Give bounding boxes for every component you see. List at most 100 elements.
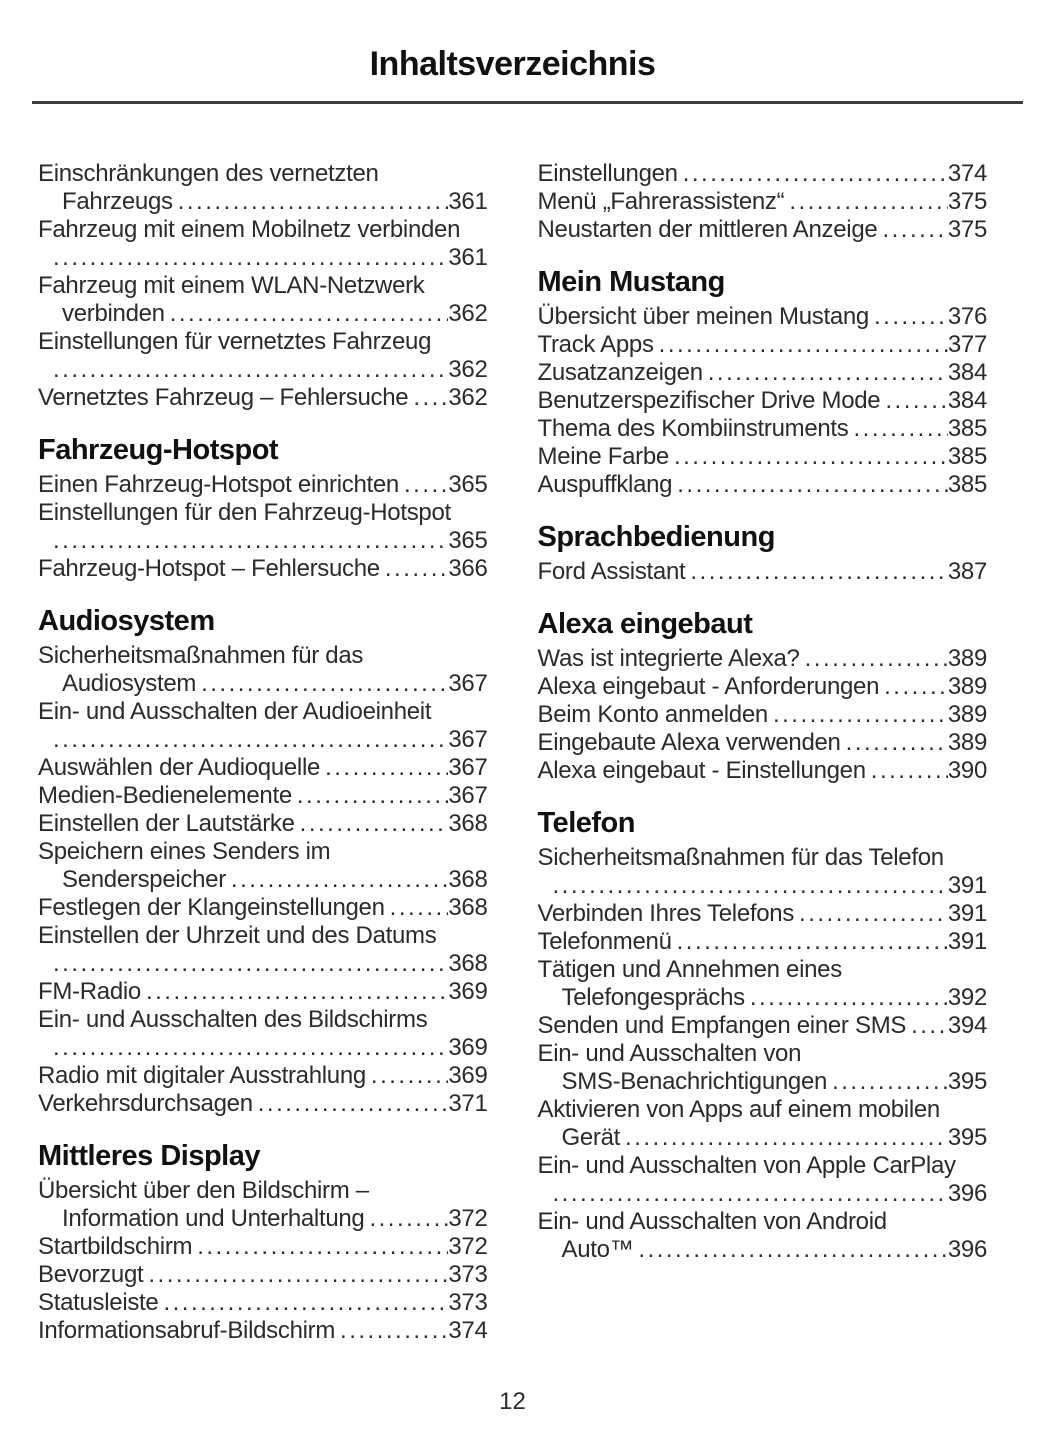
toc-entry-title: Bevorzugt	[38, 1261, 144, 1288]
toc-entry-title: Einstellungen für vernetztes Fahrzeug	[38, 328, 432, 355]
section-heading: Audiosystem	[38, 605, 215, 637]
toc-entry-title: Senderspeicher	[62, 866, 226, 893]
section-heading: Mein Mustang	[537, 266, 726, 298]
toc-entry: Beim Konto anmelden 389	[538, 701, 988, 729]
toc-entry: Verbinden Ihres Telefons 391	[538, 900, 988, 928]
toc-page-number: 367	[448, 670, 488, 697]
toc-page-number: 389	[947, 729, 987, 756]
toc-page-number: 385	[947, 443, 987, 470]
toc-entry-title: Ein- und Ausschalten des Bildschirms	[38, 1006, 428, 1033]
toc-entry-line: Thema des Kombiinstruments 385	[538, 415, 988, 443]
toc-entry: Medien-Bedienelemente 367	[38, 782, 488, 810]
toc-entry-line: 365	[38, 527, 488, 555]
toc-entry-title: Gerät	[561, 1124, 621, 1151]
toc-entry-title: Menü „Fahrerassistenz“	[537, 188, 785, 215]
toc-entry-line: 362	[38, 356, 488, 384]
toc-entry-title: Verbinden Ihres Telefons	[537, 900, 795, 927]
toc-entry-title: Übersicht über meinen Mustang	[537, 303, 870, 330]
toc-entry: Was ist integrierte Alexa? 389	[538, 645, 988, 673]
toc-entry-line: Ein- und Ausschalten von Android	[538, 1208, 988, 1236]
toc-page-number: 367	[448, 726, 488, 753]
toc-entry-title: Übersicht über den Bildschirm –	[38, 1177, 369, 1204]
toc-page-number: 385	[947, 415, 987, 442]
toc-entry-title: FM-Radio	[38, 978, 141, 1005]
toc-entry-line: Einschränkungen des vernetzten	[38, 160, 488, 188]
toc-entry: Aktivieren von Apps auf einem mobilen Ger…	[538, 1096, 988, 1152]
toc-entry-title: Aktivieren von Apps auf einem mobilen	[537, 1096, 941, 1123]
toc-entry-title: Telefonmenü	[537, 928, 672, 955]
toc-section: Einstellungen 374 Menü „Fahrerassistenz“ 37…	[538, 160, 988, 244]
toc-page-number: 372	[448, 1233, 488, 1260]
toc-entry-line: FM-Radio 369	[38, 978, 488, 1006]
toc-entry: Fahrzeug mit einem WLAN-Netzwerk verbinde…	[38, 272, 488, 328]
toc-entry-title: verbinden	[62, 300, 165, 327]
toc-entry-line: Senderspeicher 368	[38, 866, 488, 894]
toc-entry: Einstellen der Lautstärke 368	[38, 810, 488, 838]
toc-entry-line: Fahrzeug mit einem Mobilnetz verbinden	[38, 216, 488, 244]
dot-leader	[827, 1068, 948, 1096]
toc-entry: Benutzerspezifischer Drive Mode 384	[538, 387, 988, 415]
toc-entry-line: Einstellen der Uhrzeit und des Datums	[38, 922, 488, 950]
toc-entry-title: Zusatzanzeigen	[537, 359, 704, 386]
toc-page-number: 365	[448, 527, 488, 554]
toc-entry-line: Bevorzugt 373	[38, 1261, 488, 1289]
toc-entry-title: SMS-Benachrichtigungen	[561, 1068, 828, 1095]
toc-entry-title: Sicherheitsmaßnahmen für das	[38, 642, 364, 669]
toc-entry-title: Fahrzeugs	[62, 188, 173, 215]
toc-entry: Bevorzugt 373	[38, 1261, 488, 1289]
dot-leader	[672, 928, 948, 956]
dot-leader	[48, 527, 448, 555]
toc-page-number: 384	[947, 359, 987, 386]
toc-page-number: 391	[947, 928, 987, 955]
toc-entry: Festlegen der Klangeinstellungen 368	[38, 894, 488, 922]
dot-leader	[143, 1261, 448, 1289]
toc-entry: Zusatzanzeigen 384	[538, 359, 988, 387]
toc-entry-line: Fahrzeugs 361	[38, 188, 488, 216]
toc-entry: Auspuffklang 385	[538, 471, 988, 499]
toc-page-number: 384	[947, 387, 987, 414]
toc-entry-title: Ein- und Ausschalten von Android	[537, 1208, 888, 1235]
dot-leader	[165, 300, 449, 328]
dot-leader	[48, 356, 448, 384]
toc-entry: Alexa eingebaut - Einstellungen 390	[538, 757, 988, 785]
toc-page-number: 377	[947, 331, 987, 358]
section-heading: Telefon	[537, 807, 636, 839]
dot-leader	[879, 673, 948, 701]
toc-entry-line: Einstellungen für den Fahrzeug-Hotspot	[38, 499, 488, 527]
toc-entry-line: Beim Konto anmelden 389	[538, 701, 988, 729]
toc-entry-title: Einen Fahrzeug-Hotspot einrichten	[38, 471, 399, 498]
toc-page-number: 389	[947, 701, 987, 728]
toc-page-number: 369	[448, 1034, 488, 1061]
dot-leader	[866, 757, 948, 785]
toc-entry-line: Informationsabruf-Bildschirm 374	[38, 1317, 488, 1345]
dot-leader	[173, 188, 449, 216]
toc-page-number: 362	[448, 356, 488, 383]
toc-entry-title: Neustarten der mittleren Anzeige	[537, 216, 878, 243]
toc-entry-line: Einen Fahrzeug-Hotspot einrichten 365	[38, 471, 488, 499]
toc-entry-line: Telefonmenü 391	[538, 928, 988, 956]
toc-entry-line: Eingebaute Alexa verwenden 389	[538, 729, 988, 757]
toc-page-number: 389	[947, 645, 987, 672]
dot-leader	[877, 216, 947, 244]
toc-entry-line: Alexa eingebaut - Einstellungen 390	[538, 757, 988, 785]
toc-entry-title: Ein- und Ausschalten von	[537, 1040, 802, 1067]
toc-entry-title: Information und Unterhaltung	[62, 1205, 365, 1232]
toc-entry-line: Auswählen der Audioquelle 367	[38, 754, 488, 782]
toc-entry: Übersicht über den Bildschirm – Informati…	[38, 1177, 488, 1233]
toc-entry-line: Fahrzeug-Hotspot – Fehlersuche 366	[38, 555, 488, 583]
toc-entry-title: Auspuffklang	[537, 471, 673, 498]
toc-page-number: 371	[448, 1090, 488, 1117]
toc-entry-line: Tätigen und Annehmen eines	[538, 956, 988, 984]
toc-entry: Einen Fahrzeug-Hotspot einrichten 365	[38, 471, 488, 499]
toc-entry-title: Sicherheitsmaßnahmen für das Telefon	[537, 844, 945, 871]
toc-entry-title: Tätigen und Annehmen eines	[537, 956, 843, 983]
toc-entry-title: Statusleiste	[38, 1289, 159, 1316]
toc-page-number: 389	[947, 673, 987, 700]
toc-entry-title: Was ist integrierte Alexa?	[537, 645, 800, 672]
toc-entry-title: Thema des Kombiinstruments	[537, 415, 849, 442]
dot-leader	[685, 558, 947, 586]
toc-entry-line: Vernetztes Fahrzeug – Fehlersuche 362	[38, 384, 488, 412]
toc-entry-line: 361	[38, 244, 487, 272]
